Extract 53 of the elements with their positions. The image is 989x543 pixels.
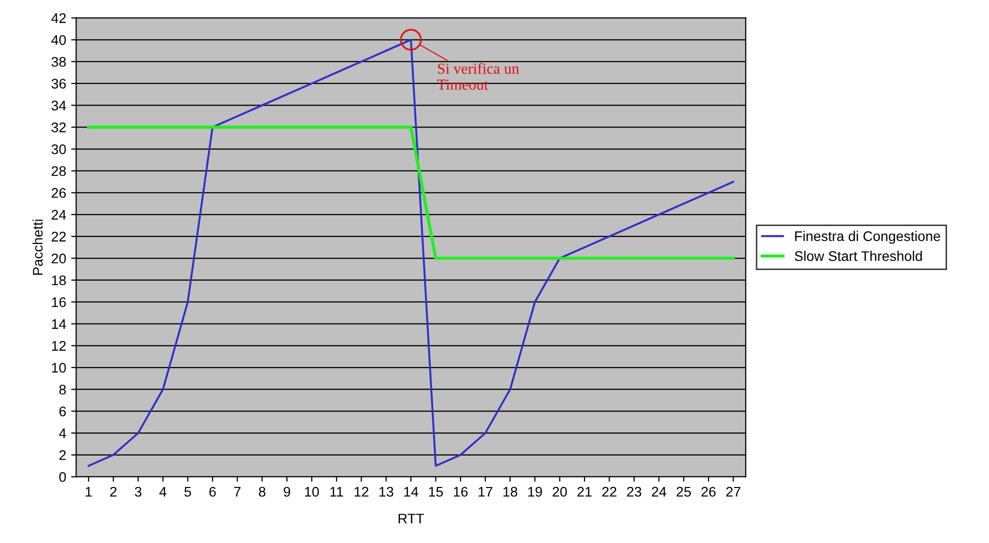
x-tick-label: 5 xyxy=(184,486,192,497)
x-tick-label: 27 xyxy=(726,486,740,497)
x-tick-label: 24 xyxy=(652,486,666,497)
x-tick-label: 1 xyxy=(86,486,92,497)
y-tick-label: 4 xyxy=(59,428,66,438)
x-tick-label: 14 xyxy=(404,486,418,497)
y-tick-label: 12 xyxy=(52,340,66,351)
x-tick-label: 20 xyxy=(552,486,567,497)
x-tick-label: 8 xyxy=(258,486,266,497)
x-tick-label: 12 xyxy=(354,486,368,497)
x-tick-label: 21 xyxy=(577,486,592,497)
y-tick-label: 2 xyxy=(59,450,66,460)
y-tick-label: 32 xyxy=(52,122,66,132)
x-tick-label: 13 xyxy=(379,486,394,497)
x-tick-label: 15 xyxy=(429,486,443,497)
x-tick-label: 25 xyxy=(676,486,691,497)
x-axis-title: RTT xyxy=(398,514,424,524)
x-tick-label: 9 xyxy=(284,486,290,497)
x-tick-label: 11 xyxy=(330,486,344,497)
x-tick-label: 23 xyxy=(627,486,642,497)
y-tick-label: 26 xyxy=(52,188,66,198)
x-tick-label: 3 xyxy=(134,486,142,497)
y-tick-label: 24 xyxy=(52,210,66,220)
x-tick-label: 18 xyxy=(503,486,518,497)
y-tick-label: 10 xyxy=(52,362,66,373)
y-tick-label: 0 xyxy=(59,472,66,482)
y-tick-label: 38 xyxy=(52,56,66,67)
y-axis-title: Pacchetti xyxy=(32,220,43,275)
y-tick-label: 36 xyxy=(52,78,66,89)
y-tick-label: 6 xyxy=(59,406,66,416)
x-tick-label: 22 xyxy=(602,486,616,497)
y-tick-label: 18 xyxy=(52,275,66,286)
y-tick-label: 34 xyxy=(52,100,66,110)
x-tick-label: 7 xyxy=(234,486,241,497)
y-tick-label: 16 xyxy=(52,297,66,308)
legend-label: Slow Start Threshold xyxy=(794,250,922,262)
x-tick-label: 16 xyxy=(454,486,468,497)
x-tick-label: 6 xyxy=(209,486,216,497)
x-tick-label: 19 xyxy=(528,486,542,497)
y-tick-label: 42 xyxy=(51,13,66,23)
y-tick-label: 28 xyxy=(52,166,66,176)
y-tick-label: 8 xyxy=(59,384,66,395)
y-tick-label: 22 xyxy=(52,232,66,242)
y-tick-label: 20 xyxy=(52,254,66,264)
x-tick-label: 2 xyxy=(110,486,117,497)
y-tick-label: 40 xyxy=(51,35,66,45)
x-tick-label: 10 xyxy=(305,486,319,497)
y-tick-label: 30 xyxy=(52,144,66,154)
x-tick-label: 26 xyxy=(701,486,716,497)
y-tick-label: 14 xyxy=(52,319,66,329)
x-tick-label: 4 xyxy=(159,486,166,497)
legend-label: Finestra di Congestione xyxy=(795,230,940,244)
x-tick-label: 17 xyxy=(478,486,492,497)
